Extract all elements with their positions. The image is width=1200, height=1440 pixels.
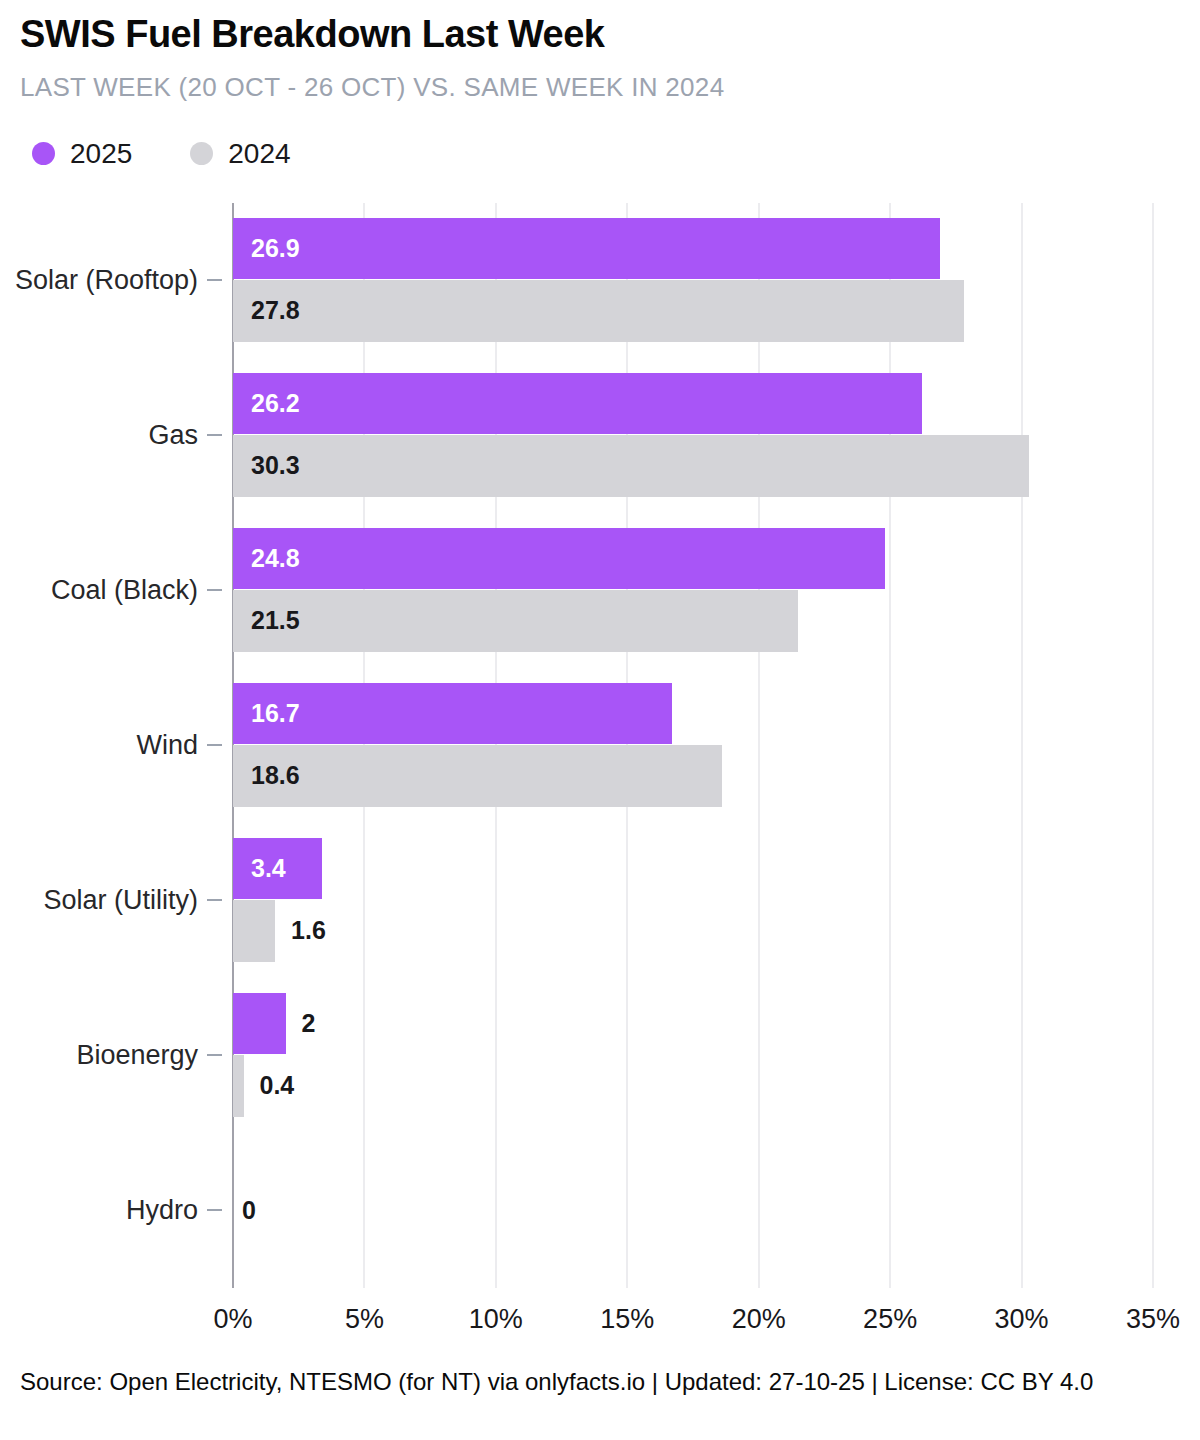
value-label-2025: 26.2 [233, 389, 300, 418]
legend: 2025 2024 [32, 139, 1200, 169]
bar-group: 0 [233, 1133, 1153, 1288]
chart-header: SWIS Fuel Breakdown Last Week LAST WEEK … [0, 12, 1200, 103]
bar-2025: 3.4 [233, 838, 322, 899]
bar-2024: 18.6 [233, 745, 722, 807]
value-label-2024: 18.6 [233, 761, 300, 790]
bar-2025: 26.2 [233, 373, 922, 434]
category-label: Gas [148, 420, 198, 451]
bar-2025 [233, 993, 286, 1054]
value-label-2025: 26.9 [233, 234, 300, 263]
bar-slot-2024: 30.3 [233, 435, 1153, 497]
category-label-cell: Solar (Rooftop) [0, 203, 233, 358]
bar-slot-2024: 1.6 [233, 900, 1153, 962]
bar-slot-2025: 16.7 [233, 683, 1153, 744]
legend-dot-2024 [190, 142, 213, 165]
bar-2024 [233, 900, 275, 962]
category-label: Coal (Black) [51, 575, 198, 606]
legend-item-2025: 2025 [32, 138, 132, 170]
category-label-cell: Bioenergy [0, 978, 233, 1133]
x-tick-label-10pct: 10% [469, 1304, 523, 1335]
chart-row-hydro: Hydro 0 [0, 1133, 1153, 1288]
category-label: Hydro [126, 1195, 198, 1226]
category-label-cell: Wind [0, 668, 233, 823]
x-axis: 0%5%10%15%20%25%30%35% [233, 1304, 1153, 1344]
bar-slot-2025: 26.9 [233, 218, 1153, 279]
value-label-2025: 2 [298, 1007, 320, 1040]
bar-group: 26.2 30.3 [233, 358, 1153, 513]
category-label-cell: Gas [0, 358, 233, 513]
x-tick-label-20pct: 20% [732, 1304, 786, 1335]
legend-label-2024: 2024 [228, 138, 290, 170]
category-tick [207, 1054, 222, 1056]
category-tick [207, 744, 222, 746]
x-tick-label-35pct: 35% [1126, 1304, 1180, 1335]
bar-group: 3.4 1.6 [233, 823, 1153, 978]
bar-2025: 26.9 [233, 218, 940, 279]
value-label-2024: 1.6 [287, 914, 330, 947]
chart-row-solar-utility: Solar (Utility) 3.4 1.6 [0, 823, 1153, 978]
bar-2025: 16.7 [233, 683, 672, 744]
bar-chart: Solar (Rooftop) 26.9 27.8 Gas 26.2 30.3 Coal (… [0, 203, 1153, 1344]
value-label-2025: 24.8 [233, 544, 300, 573]
bar-slot-2025: 24.8 [233, 528, 1153, 589]
category-tick [207, 434, 222, 436]
bar-group: 20.4 [233, 978, 1153, 1133]
bar-2025: 24.8 [233, 528, 885, 589]
value-label-zero: 0 [235, 1192, 263, 1229]
page-title: SWIS Fuel Breakdown Last Week [20, 12, 1180, 58]
chart-rows: Solar (Rooftop) 26.9 27.8 Gas 26.2 30.3 Coal (… [0, 203, 1153, 1288]
bar-slot-2025: 26.2 [233, 373, 1153, 434]
category-label: Solar (Utility) [43, 885, 198, 916]
x-tick-label-0pct: 0% [213, 1304, 252, 1335]
category-tick [207, 279, 222, 281]
bar-2024 [233, 1055, 244, 1117]
value-label-2024: 30.3 [233, 451, 300, 480]
bar-2024: 21.5 [233, 590, 798, 652]
x-tick-label-15pct: 15% [600, 1304, 654, 1335]
category-label-cell: Hydro [0, 1133, 233, 1288]
chart-row-solar-rooftop: Solar (Rooftop) 26.9 27.8 [0, 203, 1153, 358]
bar-group: 24.8 21.5 [233, 513, 1153, 668]
chart-row-wind: Wind 16.7 18.6 [0, 668, 1153, 823]
legend-label-2025: 2025 [70, 138, 132, 170]
source-attribution: Source: Open Electricity, NTESMO (for NT… [0, 1368, 1200, 1396]
x-tick-label-25pct: 25% [863, 1304, 917, 1335]
x-tick-label-30pct: 30% [995, 1304, 1049, 1335]
bar-group: 26.9 27.8 [233, 203, 1153, 358]
bar-slot-2024: 18.6 [233, 745, 1153, 807]
chart-row-bioenergy: Bioenergy20.4 [0, 978, 1153, 1133]
category-label-cell: Solar (Utility) [0, 823, 233, 978]
category-label: Wind [136, 730, 198, 761]
bar-group: 16.7 18.6 [233, 668, 1153, 823]
category-tick [207, 899, 222, 901]
bar-slot-2024: 0.4 [233, 1055, 1153, 1117]
chart-row-gas: Gas 26.2 30.3 [0, 358, 1153, 513]
value-label-2025: 3.4 [233, 854, 286, 883]
bar-slot-2024: 21.5 [233, 590, 1153, 652]
category-label: Bioenergy [76, 1040, 198, 1071]
value-label-2024: 27.8 [233, 296, 300, 325]
legend-item-2024: 2024 [190, 138, 290, 170]
chart-page: SWIS Fuel Breakdown Last Week LAST WEEK … [0, 0, 1200, 1396]
category-label-cell: Coal (Black) [0, 513, 233, 668]
category-tick [207, 589, 222, 591]
value-label-2024: 0.4 [256, 1069, 299, 1102]
bar-slot-2025: 3.4 [233, 838, 1153, 899]
page-subtitle: LAST WEEK (20 OCT - 26 OCT) VS. SAME WEE… [20, 72, 1180, 103]
value-label-2025: 16.7 [233, 699, 300, 728]
bar-slot-2025: 2 [233, 993, 1153, 1054]
bar-2024: 27.8 [233, 280, 964, 342]
bar-slot-2024: 27.8 [233, 280, 1153, 342]
bar-2024: 30.3 [233, 435, 1029, 497]
category-tick [207, 1209, 222, 1211]
x-tick-label-5pct: 5% [345, 1304, 384, 1335]
category-label: Solar (Rooftop) [15, 265, 198, 296]
value-label-2024: 21.5 [233, 606, 300, 635]
legend-dot-2025 [32, 142, 55, 165]
chart-row-coal-black: Coal (Black) 24.8 21.5 [0, 513, 1153, 668]
